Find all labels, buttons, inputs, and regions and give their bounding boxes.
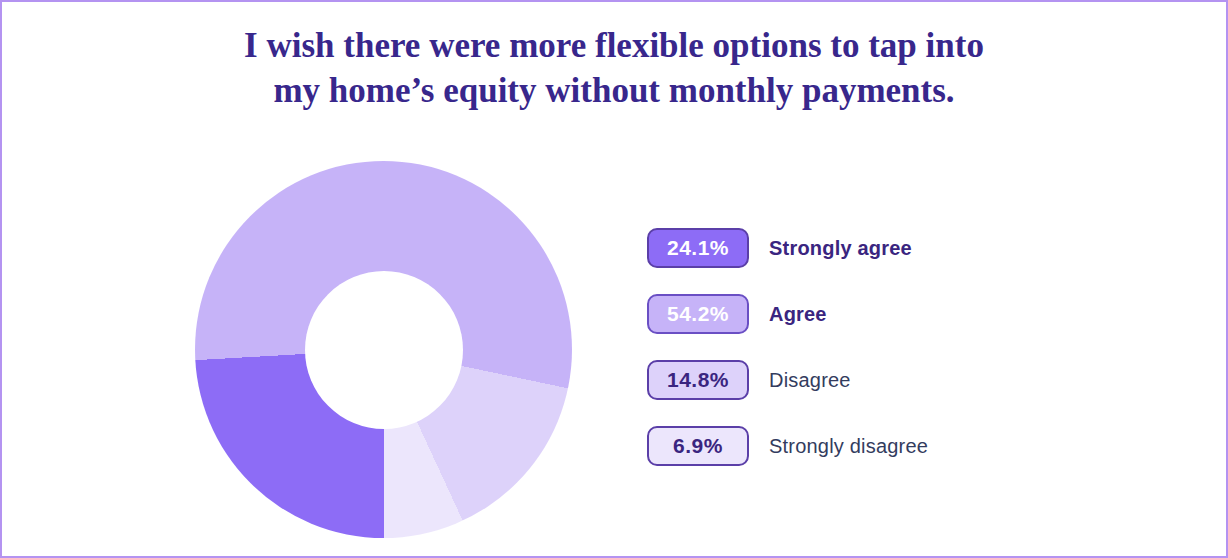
chart-title: I wish there were more flexible options … — [2, 23, 1226, 113]
legend-item-strongly-agree: 24.1% Strongly agree — [647, 228, 928, 268]
legend-item-disagree: 14.8% Disagree — [647, 360, 928, 400]
chart-title-line-1: I wish there were more flexible options … — [2, 23, 1226, 68]
legend-label: Disagree — [769, 369, 851, 392]
donut-chart-hole — [305, 271, 463, 429]
legend-item-agree: 54.2% Agree — [647, 294, 928, 334]
chart-legend: 24.1% Strongly agree 54.2% Agree 14.8% D… — [647, 228, 928, 466]
chart-title-line-2: my home’s equity without monthly payment… — [2, 68, 1226, 113]
legend-label: Strongly disagree — [769, 435, 928, 458]
percentage-badge: 24.1% — [647, 228, 749, 268]
legend-label: Strongly agree — [769, 237, 912, 260]
percentage-badge: 6.9% — [647, 426, 749, 466]
percentage-badge: 54.2% — [647, 294, 749, 334]
legend-label: Agree — [769, 303, 827, 326]
percentage-badge: 14.8% — [647, 360, 749, 400]
infographic-frame: I wish there were more flexible options … — [0, 0, 1228, 558]
legend-item-strongly-disagree: 6.9% Strongly disagree — [647, 426, 928, 466]
donut-chart — [195, 161, 572, 538]
